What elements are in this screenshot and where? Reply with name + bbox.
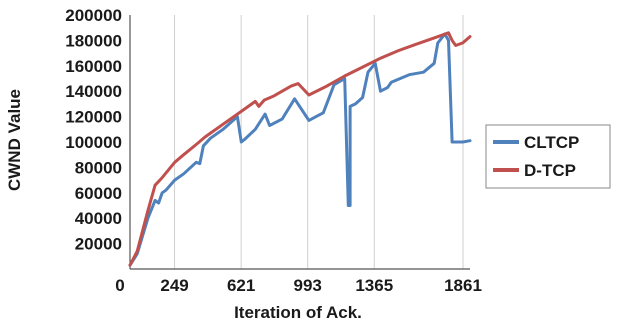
- x-axis-title: Iteration of Ack.: [234, 303, 362, 322]
- series-line-d-tcp: [128, 31, 472, 267]
- y-tick-label: 80000: [75, 158, 122, 177]
- legend-box: [485, 124, 611, 189]
- y-tick-label: 140000: [65, 82, 122, 101]
- y-tick-label: 160000: [65, 57, 122, 76]
- y-tick-label: 100000: [65, 133, 122, 152]
- legend-label-cltcp: CLTCP: [524, 133, 579, 152]
- y-tick-label: 120000: [65, 108, 122, 127]
- y-tick-label: 40000: [75, 209, 122, 228]
- x-tick-label: 0: [115, 276, 124, 295]
- y-tick-label: 20000: [75, 235, 122, 254]
- series-layer: [128, 31, 472, 267]
- axes-layer: [129, 15, 470, 270]
- x-tick-label: 621: [227, 276, 255, 295]
- x-tick-label: 1365: [355, 276, 393, 295]
- y-tick-label: 200000: [65, 6, 122, 25]
- y-tick-label: 180000: [65, 31, 122, 50]
- x-tick-label: 1861: [444, 276, 482, 295]
- y-tick-labels: 20000 40000 60000 80000 100000 120000 140000 16…: [65, 6, 122, 254]
- x-tick-labels: 0 249 621 993 1365 1861: [115, 276, 482, 295]
- series-line-cltcp: [128, 32, 472, 267]
- x-tick-label: 993: [294, 276, 322, 295]
- x-tick-label: 249: [160, 276, 188, 295]
- y-tick-label: 60000: [75, 184, 122, 203]
- y-axis-title: CWND Value: [5, 89, 24, 191]
- legend-label-d-tcp: D-TCP: [524, 161, 576, 180]
- legend: CLTCP D-TCP: [485, 124, 611, 189]
